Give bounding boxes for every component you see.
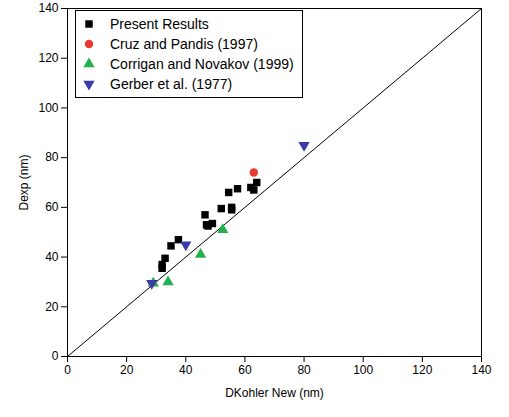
svg-text:Dexp (nm): Dexp (nm) <box>17 154 31 210</box>
svg-text:140: 140 <box>38 1 58 15</box>
svg-text:DKohler New (nm): DKohler New (nm) <box>225 386 324 400</box>
svg-text:20: 20 <box>45 300 59 314</box>
svg-text:80: 80 <box>45 150 59 164</box>
html-text:Corrigan and Novakov (1999): Corrigan and Novakov (1999) <box>110 56 294 72</box>
svg-text:40: 40 <box>179 363 193 377</box>
svg-text:40: 40 <box>45 250 59 264</box>
html-text:Present Results: Present Results <box>110 16 209 32</box>
svg-text:100: 100 <box>353 363 373 377</box>
svg-text:0: 0 <box>64 363 71 377</box>
html-text:Gerber et al. (1977): Gerber et al. (1977) <box>110 76 233 92</box>
svg-text:100: 100 <box>38 101 58 115</box>
svg-text:120: 120 <box>38 51 58 65</box>
svg-text:20: 20 <box>120 363 134 377</box>
svg-text:60: 60 <box>45 200 59 214</box>
html-text:Cruz and Pandis (1997): Cruz and Pandis (1997) <box>110 36 258 52</box>
svg-text:80: 80 <box>297 363 311 377</box>
svg-text:120: 120 <box>412 363 432 377</box>
svg-text:60: 60 <box>238 363 252 377</box>
svg-text:0: 0 <box>52 349 59 363</box>
svg-text:140: 140 <box>471 363 491 377</box>
